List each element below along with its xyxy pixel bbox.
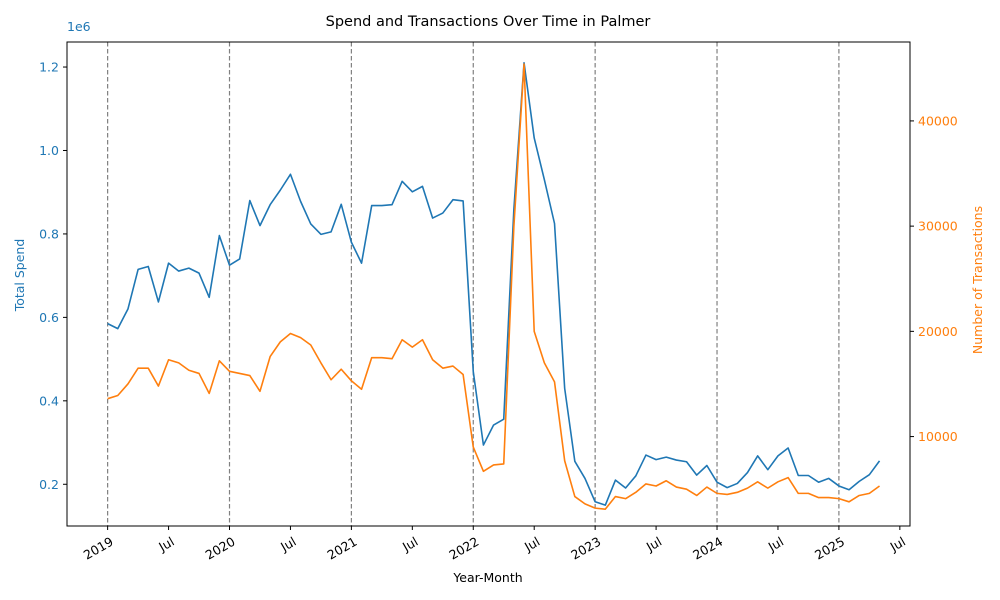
right-axis-tick-label: 20000: [918, 324, 958, 339]
left-axis-offset-label: 1e6: [67, 19, 91, 34]
series-layer: [107, 62, 881, 510]
spend-series-line: [107, 62, 881, 506]
right-axis: 10000 20000 30000 40000: [910, 113, 958, 444]
x-axis-tick-label: Jul: [155, 534, 176, 555]
x-axis-tick-label: Jul: [521, 534, 542, 555]
plot-frame: [66, 41, 911, 527]
x-axis-tick-label: Jul: [399, 534, 420, 555]
x-axis-tick-label: Jul: [277, 534, 298, 555]
left-axis-tick-label: 0.4: [39, 393, 59, 408]
x-axis-tick-label: Jul: [643, 534, 664, 555]
left-axis: 0.2 0.4 0.6 0.8 1.0 1.2: [39, 60, 67, 492]
right-axis-title: Number of Transactions: [970, 206, 985, 354]
right-axis-tick-label: 40000: [918, 113, 958, 128]
chart-title: Spend and Transactions Over Time in Palm…: [326, 14, 651, 30]
x-axis-tick-label: Jul: [887, 534, 908, 555]
right-axis-tick-label: 30000: [918, 219, 958, 234]
year-divider-lines: [107, 42, 840, 526]
right-axis-tick-label: 10000: [918, 429, 958, 444]
left-axis-tick-label: 0.8: [39, 226, 59, 241]
transactions-series-line: [107, 63, 880, 510]
left-axis-tick-label: 1.0: [39, 143, 59, 158]
left-axis-tick-label: 0.6: [39, 310, 59, 325]
x-axis-title: Year-Month: [452, 570, 522, 585]
x-axis-tick-label: Jul: [765, 534, 786, 555]
left-axis-tick-label: 1.2: [39, 60, 59, 75]
left-axis-title: Total Spend: [12, 239, 27, 313]
left-axis-tick-label: 0.2: [39, 477, 59, 492]
